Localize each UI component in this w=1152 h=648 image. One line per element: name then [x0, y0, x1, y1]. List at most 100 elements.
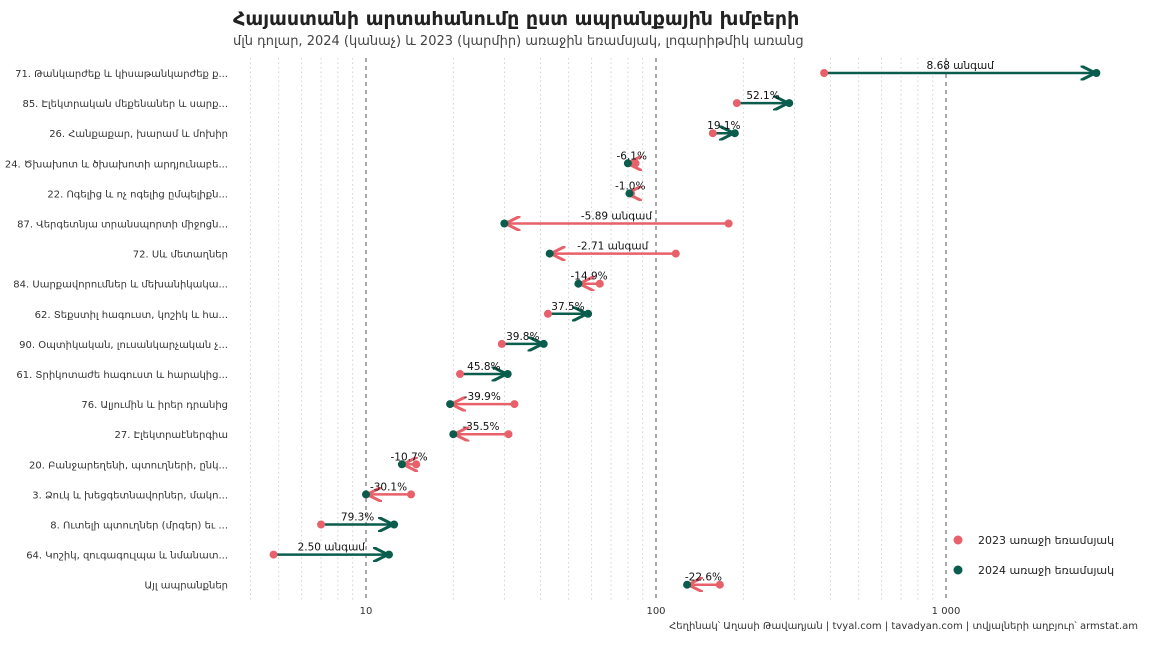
chart-subtitle: մլն դոլար, 2024 (կանաչ) և 2023 (կարմիր) … — [233, 34, 804, 49]
point-2023 — [456, 370, 465, 378]
category-row: 76. Ալյումին և իրեր դրանից -39.9% — [81, 391, 519, 411]
change-label: -30.1% — [370, 481, 407, 493]
legend-label: 2024 առաջի եռամսյակ — [978, 564, 1114, 577]
category-label: 24. Ծխախոտ և ծխախոտի արդյունաբե... — [5, 159, 228, 170]
category-label: 84. Սարքավորումներ և մեխանիկակա... — [13, 280, 228, 291]
point-2023 — [708, 129, 717, 138]
category-row: 26. Հանքաքար, խարամ և մոխիր 19.1% — [49, 120, 741, 140]
point-2023 — [412, 460, 421, 469]
point-2024 — [500, 219, 509, 228]
category-row: 61. Տրիկոտաժե հագուստ և հարակից... 45.8% — [16, 361, 512, 381]
point-2024 — [539, 339, 548, 348]
point-2023 — [671, 249, 680, 258]
category-row: 62. Տեքստիլ հագուստ, կոշիկ և հա... 37.5% — [35, 301, 593, 321]
category-row: 27. Էլեկտրաէներգիա -35.5% — [114, 421, 513, 441]
change-label: 79.3% — [341, 512, 374, 524]
category-label: 8. Ուտելի պտուղներ (մրգեր) եւ ... — [50, 521, 228, 532]
category-label: 87. Վերգետնյա տրանսպորտի միջոցն... — [17, 220, 228, 231]
category-row: 90. Օպտիկական, լուսանկարչական չ... 39.8% — [19, 331, 548, 351]
point-2023 — [317, 520, 326, 529]
point-2023 — [724, 219, 733, 228]
category-row: 3. Ձուկ և խեցգետնավորներ, մակո... -30.1% — [32, 481, 416, 501]
point-2023 — [631, 159, 640, 168]
category-row: 24. Ծխախոտ և ծխախոտի արդյունաբե... -6.1% — [5, 150, 647, 170]
point-2023 — [732, 99, 741, 108]
category-row: 72. Սև մետաղներ -2.71 անգամ — [133, 241, 680, 261]
change-label: 19.1% — [707, 120, 740, 132]
category-row: 8. Ուտելի պտուղներ (մրգեր) եւ ... 79.3% — [50, 512, 399, 532]
category-row: 22. Ոգելից և ոչ ոգելից ըմպելիքն... -1.0% — [47, 180, 645, 200]
category-row: 71. Թանկարժեք և կիսաթանկարժեք ք... 8.68 ա… — [15, 60, 1101, 80]
chart-title: Հայաստանի արտահանումը ըստ ապրանքային խմբ… — [233, 8, 800, 30]
point-2023 — [715, 580, 724, 589]
point-2024 — [730, 129, 739, 138]
category-row: 85. Էլեկտրական մեքենաներ և սարք... 52.1% — [22, 90, 794, 110]
category-label: 71. Թանկարժեք և կիսաթանկարժեք ք... — [15, 69, 228, 80]
point-2024 — [785, 99, 794, 108]
category-label: 27. Էլեկտրաէներգիա — [114, 430, 228, 441]
category-row: 64. Կոշիկ, զուգագուլպա և նմանատ... 2.50 ա… — [26, 542, 393, 562]
category-label: 3. Ձուկ և խեցգետնավորներ, մակո... — [32, 490, 228, 501]
change-label: -1.0% — [615, 180, 645, 192]
point-2024 — [397, 460, 406, 469]
change-label: -14.9% — [571, 271, 608, 283]
category-rows: 71. Թանկարժեք և կիսաթանկարժեք ք... 8.68 ա… — [5, 60, 1101, 592]
point-2024 — [683, 580, 692, 589]
change-label: 39.8% — [506, 331, 539, 343]
category-label: 26. Հանքաքար, խարամ և մոխիր — [49, 129, 228, 140]
x-tick-label: 1 000 — [932, 606, 961, 617]
category-label: 85. Էլեկտրական մեքենաներ և սարք... — [22, 99, 228, 110]
category-row: 87. Վերգետնյա տրանսպորտի միջոցն... -5.89 … — [17, 211, 733, 231]
point-2024 — [623, 159, 632, 168]
change-label: -39.9% — [464, 391, 501, 403]
category-label: 61. Տրիկոտաժե հագուստ և հարակից... — [16, 370, 228, 381]
point-2023 — [820, 69, 829, 77]
category-label: 90. Օպտիկական, լուսանկարչական չ... — [19, 340, 228, 351]
category-label: 20. Բանջարեղենի, պտուղների, ընկ... — [29, 460, 228, 471]
point-2024 — [384, 550, 393, 559]
point-2023 — [595, 279, 604, 288]
source-caption: Հեղինակ՝ Աղասի Թավադյան | tvyal.com | ta… — [669, 621, 1138, 632]
point-2023 — [407, 490, 416, 499]
category-row: 20. Բանջարեղենի, պտուղների, ընկ... -10.7% — [29, 451, 428, 471]
category-label: Այլ ապրանքներ — [144, 581, 228, 592]
point-2024 — [545, 249, 554, 258]
point-2024 — [574, 279, 583, 288]
category-label: 22. Ոգելից և ոչ ոգելից ըմպելիքն... — [47, 189, 228, 200]
x-axis-ticks: 10 100 1 000 — [360, 606, 961, 617]
change-label: -22.6% — [685, 572, 722, 584]
change-label: -6.1% — [616, 150, 646, 162]
legend-label: 2023 առաջի եռամսյակ — [978, 534, 1114, 547]
point-2024 — [1092, 69, 1101, 77]
point-2024 — [503, 370, 512, 378]
grid-lines — [250, 58, 947, 600]
change-label: 8.68 անգամ — [927, 60, 995, 72]
change-label: -5.89 անգամ — [581, 211, 653, 223]
category-label: 72. Սև մետաղներ — [133, 250, 228, 261]
point-2023 — [510, 400, 519, 409]
point-2023 — [269, 550, 278, 559]
category-label: 62. Տեքստիլ հագուստ, կոշիկ և հա... — [35, 310, 228, 321]
category-label: 64. Կոշիկ, զուգագուլպա և նմանատ... — [26, 551, 228, 562]
change-label: 37.5% — [551, 301, 584, 313]
x-tick-label: 10 — [360, 606, 373, 617]
legend-marker — [953, 565, 963, 575]
legend: 2023 առաջի եռամսյակ 2024 առաջի եռամսյակ — [953, 534, 1114, 577]
point-2024 — [446, 400, 455, 409]
point-2024 — [362, 490, 370, 499]
point-2023 — [504, 430, 513, 439]
change-label: 45.8% — [467, 361, 500, 373]
point-2024 — [625, 189, 634, 198]
point-2024 — [584, 309, 593, 318]
change-label: -2.71 անգամ — [577, 241, 649, 253]
category-row: Այլ ապրանքներ -22.6% — [144, 572, 724, 592]
change-label: -35.5% — [462, 421, 499, 433]
x-tick-label: 100 — [646, 606, 665, 617]
change-label: -10.7% — [390, 451, 427, 463]
point-2024 — [390, 520, 399, 529]
point-2023 — [497, 339, 506, 348]
change-label: 52.1% — [746, 90, 779, 102]
category-row: 84. Սարքավորումներ և մեխանիկակա... -14.9% — [13, 271, 608, 291]
point-2023 — [543, 309, 552, 318]
